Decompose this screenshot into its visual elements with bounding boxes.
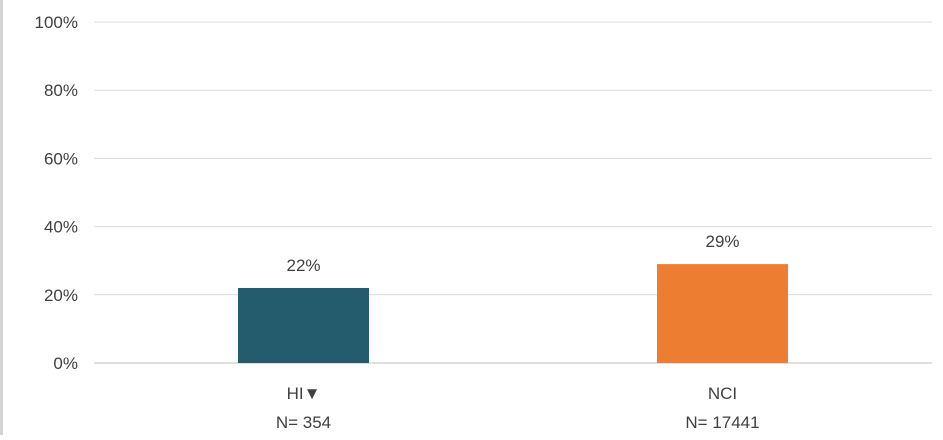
y-tick-label: 40% <box>44 218 78 237</box>
chart-canvas: 0% 20% 40% 60% 80% 100% 22% 29% HI▼ N= 354 NCI N=… <box>35 13 932 432</box>
y-tick-label: 100% <box>35 13 78 32</box>
sample-size-label: N= 17441 <box>685 413 759 432</box>
x-tick-label: NCI <box>708 384 737 403</box>
x-axis-tick-labels: HI▼ N= 354 NCI N= 17441 <box>276 384 760 432</box>
x-tick-label: HI▼ <box>287 384 321 403</box>
y-tick-label: 80% <box>44 81 78 100</box>
y-tick-label: 0% <box>53 354 78 373</box>
bar <box>238 287 369 363</box>
bar <box>657 264 788 363</box>
y-axis-tick-labels: 0% 20% 40% 60% 80% 100% <box>35 13 78 373</box>
data-label: 22% <box>286 256 320 275</box>
bars <box>238 264 788 363</box>
sample-size-label: N= 354 <box>276 413 331 432</box>
y-tick-label: 60% <box>44 149 78 168</box>
data-label: 29% <box>705 232 739 251</box>
y-tick-label: 20% <box>44 286 78 305</box>
data-labels: 22% 29% <box>286 232 739 275</box>
gridlines <box>94 21 932 364</box>
